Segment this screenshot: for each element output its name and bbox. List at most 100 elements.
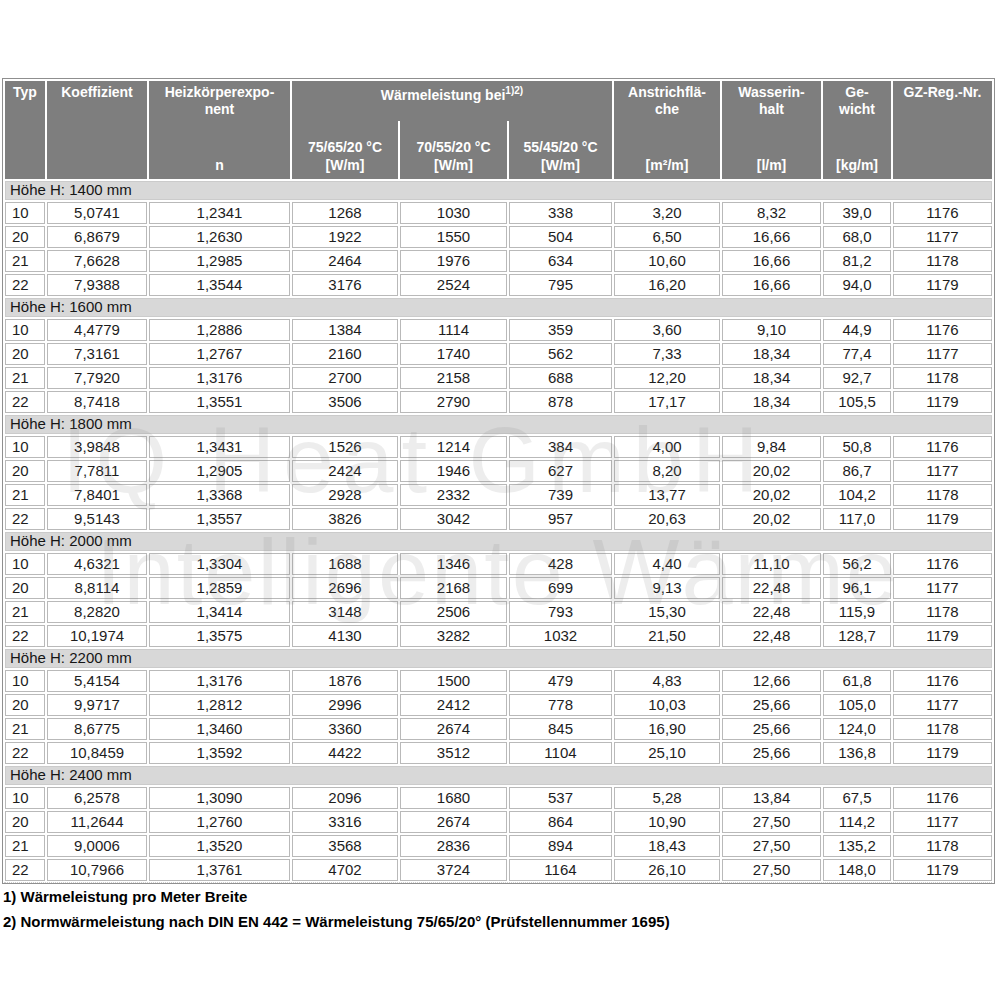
table-row: 2210,84591,359244223512110425,1025,66136…	[5, 742, 992, 764]
cell-gewicht: 61,8	[823, 670, 891, 692]
cell-wasserinhalt: 16,66	[722, 226, 821, 248]
cell-w75-65-20: 1876	[292, 670, 398, 692]
cell-wasserinhalt: 20,02	[722, 460, 821, 482]
cell-typ: 20	[5, 460, 45, 482]
cell-gz-reg-nr: 1177	[893, 694, 992, 716]
cell-gewicht: 148,0	[823, 859, 891, 881]
cell-gz-reg-nr: 1178	[893, 367, 992, 389]
cell-gewicht: 77,4	[823, 343, 891, 365]
table-row: 217,84011,33682928233273913,7720,02104,2…	[5, 484, 992, 506]
cell-n: 1,3551	[149, 391, 290, 413]
table-row: 218,28201,34143148250679315,3022,48115,9…	[5, 601, 992, 623]
table-row: 105,41541,3176187615004794,8312,6661,811…	[5, 670, 992, 692]
cell-typ: 10	[5, 436, 45, 458]
cell-w55-45-20: 359	[509, 319, 612, 341]
cell-gewicht: 68,0	[823, 226, 891, 248]
cell-gz-reg-nr: 1179	[893, 859, 992, 881]
cell-wasserinhalt: 9,10	[722, 319, 821, 341]
cell-typ: 22	[5, 391, 45, 413]
cell-wasserinhalt: 25,66	[722, 742, 821, 764]
cell-anstrichflaeche: 4,00	[614, 436, 720, 458]
cell-w70-55-20: 2168	[400, 577, 507, 599]
cell-w75-65-20: 3316	[292, 811, 398, 833]
table-row: 103,98481,3431152612143844,009,8450,8117…	[5, 436, 992, 458]
cell-w70-55-20: 1680	[400, 787, 507, 809]
cell-n: 1,3520	[149, 835, 290, 857]
table-row: 206,86791,2630192215505046,5016,6668,011…	[5, 226, 992, 248]
table-row: 227,93881,35443176252479516,2016,6694,01…	[5, 274, 992, 296]
col-header-gewicht: Ge- wicht [kg/m]	[823, 81, 891, 179]
table-row: 229,51431,35573826304295720,6320,02117,0…	[5, 508, 992, 530]
cell-w70-55-20: 2158	[400, 367, 507, 389]
cell-n: 1,3368	[149, 484, 290, 506]
cell-anstrichflaeche: 5,28	[614, 787, 720, 809]
cell-koeffizient: 5,4154	[47, 670, 147, 692]
cell-typ: 22	[5, 859, 45, 881]
cell-koeffizient: 9,5143	[47, 508, 147, 530]
cell-gz-reg-nr: 1179	[893, 742, 992, 764]
section-header-row: Höhe H: 1400 mm	[5, 181, 992, 200]
exponent-symbol: n	[150, 157, 289, 174]
footnote-1: 1) Wärmeleistung pro Meter Breite	[3, 884, 670, 909]
cell-gz-reg-nr: 1176	[893, 787, 992, 809]
section-header-row: Höhe H: 2400 mm	[5, 766, 992, 785]
cell-w70-55-20: 2524	[400, 274, 507, 296]
cell-anstrichflaeche: 20,63	[614, 508, 720, 530]
table-row: 208,81141,2859269621686999,1322,4896,111…	[5, 577, 992, 599]
cell-gz-reg-nr: 1178	[893, 484, 992, 506]
cell-typ: 10	[5, 319, 45, 341]
cell-w55-45-20: 634	[509, 250, 612, 272]
cell-koeffizient: 10,1974	[47, 625, 147, 647]
cell-gz-reg-nr: 1177	[893, 811, 992, 833]
cell-gz-reg-nr: 1177	[893, 343, 992, 365]
cell-wasserinhalt: 27,50	[722, 835, 821, 857]
cell-w75-65-20: 3826	[292, 508, 398, 530]
cell-gewicht: 104,2	[823, 484, 891, 506]
cell-wasserinhalt: 22,48	[722, 577, 821, 599]
cell-typ: 21	[5, 250, 45, 272]
cell-gewicht: 135,2	[823, 835, 891, 857]
cell-n: 1,2886	[149, 319, 290, 341]
cell-typ: 21	[5, 601, 45, 623]
cell-w55-45-20: 1164	[509, 859, 612, 881]
cell-typ: 20	[5, 343, 45, 365]
radiator-spec-table: Typ Koeffizient Heizkörperexpo- nent n W…	[2, 78, 995, 884]
cell-w70-55-20: 1550	[400, 226, 507, 248]
cell-w70-55-20: 1114	[400, 319, 507, 341]
cell-koeffizient: 10,8459	[47, 742, 147, 764]
cell-w75-65-20: 3360	[292, 718, 398, 740]
cell-n: 1,3304	[149, 553, 290, 575]
table-row: 228,74181,35513506279087817,1718,34105,5…	[5, 391, 992, 413]
cell-wasserinhalt: 13,84	[722, 787, 821, 809]
cell-w75-65-20: 4422	[292, 742, 398, 764]
cell-gz-reg-nr: 1178	[893, 718, 992, 740]
cell-koeffizient: 9,0006	[47, 835, 147, 857]
cell-anstrichflaeche: 17,17	[614, 391, 720, 413]
footnotes: 1) Wärmeleistung pro Meter Breite 2) Nor…	[3, 884, 670, 934]
cell-anstrichflaeche: 8,20	[614, 460, 720, 482]
cell-wasserinhalt: 20,02	[722, 508, 821, 530]
footnote-2: 2) Normwärmeleistung nach DIN EN 442 = W…	[3, 909, 670, 934]
cell-wasserinhalt: 16,66	[722, 274, 821, 296]
cell-n: 1,3431	[149, 436, 290, 458]
cell-w75-65-20: 2696	[292, 577, 398, 599]
cell-w75-65-20: 2700	[292, 367, 398, 389]
cell-koeffizient: 8,2820	[47, 601, 147, 623]
cell-anstrichflaeche: 9,13	[614, 577, 720, 599]
cell-w55-45-20: 537	[509, 787, 612, 809]
cell-anstrichflaeche: 13,77	[614, 484, 720, 506]
cell-gewicht: 94,0	[823, 274, 891, 296]
col-header-wasserinhalt: Wasserin- halt [l/m]	[722, 81, 821, 179]
cell-w75-65-20: 2160	[292, 343, 398, 365]
cell-koeffizient: 9,9717	[47, 694, 147, 716]
col-header-55-45-20: 55/45/20 °C [W/m]	[509, 121, 612, 179]
cell-gewicht: 92,7	[823, 367, 891, 389]
cell-w75-65-20: 3568	[292, 835, 398, 857]
table-row: 2210,19741,357541303282103221,5022,48128…	[5, 625, 992, 647]
cell-wasserinhalt: 18,34	[722, 367, 821, 389]
cell-gewicht: 50,8	[823, 436, 891, 458]
section-label: Höhe H: 1800 mm	[5, 415, 992, 434]
cell-w70-55-20: 3042	[400, 508, 507, 530]
cell-anstrichflaeche: 4,83	[614, 670, 720, 692]
cell-gz-reg-nr: 1177	[893, 460, 992, 482]
